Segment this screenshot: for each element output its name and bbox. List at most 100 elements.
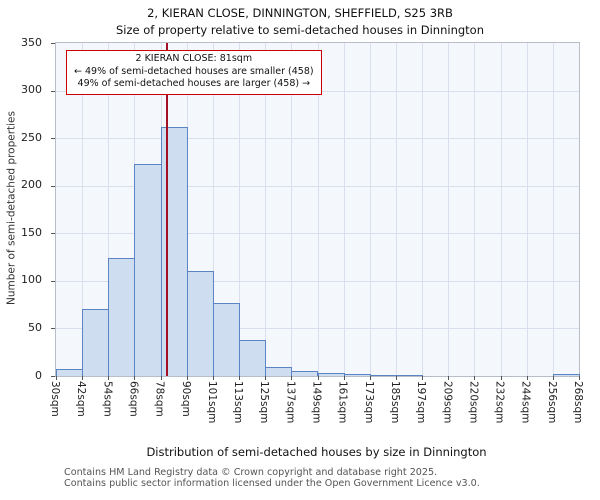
x-tick-mark — [291, 376, 293, 380]
property-size-marker-line — [166, 43, 168, 376]
x-tick-label: 137sqm — [284, 381, 297, 424]
chart-title: 2, KIERAN CLOSE, DINNINGTON, SHEFFIELD, … — [147, 6, 453, 20]
x-tick-mark — [343, 376, 345, 380]
histogram-bar — [343, 374, 371, 376]
gridline-vertical — [369, 43, 371, 376]
y-tick-label: 200 — [21, 178, 42, 192]
x-tick-mark — [422, 376, 424, 380]
histogram-bar — [239, 339, 267, 376]
histogram-bar — [82, 309, 110, 376]
x-tick-mark — [474, 376, 476, 380]
y-tick-label: 250 — [21, 130, 42, 144]
y-tick-mark — [51, 376, 55, 377]
x-tick-mark — [448, 376, 450, 380]
y-axis-tick-labels: 0 50 100 150 200 250 300 350 — [0, 36, 50, 382]
gridline-vertical — [448, 43, 450, 376]
y-tick-label: 100 — [21, 273, 42, 287]
y-tick-mark — [51, 233, 55, 235]
histogram-bar — [291, 371, 319, 376]
y-tick-mark — [51, 43, 55, 44]
x-tick-label: 209sqm — [441, 381, 454, 424]
gridline-vertical — [212, 43, 214, 376]
y-tick-mark — [51, 138, 55, 140]
annotation-smaller-text: ← 49% of semi-detached houses are smalle… — [74, 65, 314, 77]
histogram-bar — [186, 271, 214, 376]
chart-subtitle: Size of property relative to semi-detach… — [115, 23, 485, 37]
gridline-vertical — [474, 43, 476, 376]
x-tick-label: 30sqm — [49, 381, 61, 417]
y-tick-label: 300 — [21, 83, 42, 97]
x-tick-mark — [317, 376, 319, 380]
x-tick-label: 220sqm — [467, 381, 480, 424]
y-tick-mark — [51, 328, 55, 330]
annotation-box: 2 KIERAN CLOSE: 81sqm ← 49% of semi-deta… — [66, 50, 322, 95]
gridline-vertical — [395, 43, 397, 376]
gridline-vertical — [291, 43, 293, 376]
x-tick-label: 113sqm — [232, 381, 245, 424]
histogram-bar — [212, 302, 241, 376]
annotation-larger-text: 49% of semi-detached houses are larger (… — [77, 78, 311, 90]
histogram-bar — [56, 369, 84, 376]
x-tick-mark — [369, 376, 371, 380]
gridline-vertical — [343, 43, 345, 376]
histogram-bar — [395, 375, 424, 376]
x-tick-mark — [239, 376, 241, 380]
gridline-vertical — [317, 43, 319, 376]
y-tick-label: 350 — [21, 35, 42, 49]
x-tick-label: 90sqm — [179, 381, 192, 417]
histogram-bar — [317, 373, 345, 376]
footer-attribution-line2: Contains public sector information licen… — [64, 478, 480, 489]
x-tick-label: 149sqm — [310, 381, 323, 424]
gridline-vertical — [108, 43, 110, 376]
y-tick-mark — [51, 280, 55, 282]
gridline-vertical — [526, 43, 528, 376]
annotation-title: 2 KIERAN CLOSE: 81sqm — [135, 53, 253, 64]
x-tick-mark — [160, 376, 162, 380]
gridline-vertical — [82, 43, 84, 376]
x-tick-mark — [500, 376, 502, 380]
x-tick-label: 125sqm — [258, 381, 271, 424]
x-tick-mark — [526, 376, 528, 380]
x-tick-mark — [395, 376, 397, 380]
x-tick-mark — [579, 376, 580, 380]
gridline-vertical — [265, 43, 267, 376]
x-tick-label: 54sqm — [101, 381, 114, 417]
x-tick-label: 185sqm — [388, 381, 401, 424]
histogram-bar — [552, 374, 580, 376]
x-tick-mark — [552, 376, 554, 380]
histogram-bar — [108, 258, 136, 376]
x-tick-label: 66sqm — [127, 381, 140, 417]
x-tick-label: 232sqm — [493, 381, 506, 424]
x-tick-label: 161sqm — [336, 381, 349, 424]
x-tick-mark — [56, 376, 57, 380]
x-tick-label: 78sqm — [153, 381, 166, 417]
x-tick-mark — [82, 376, 84, 380]
y-tick-mark — [51, 90, 55, 92]
x-tick-label: 197sqm — [415, 381, 428, 424]
x-tick-label: 256sqm — [545, 381, 558, 424]
x-axis-tick-labels: 30sqm 42sqm 54sqm 66sqm 78sqm 90sqm 101sqm 113s… — [49, 381, 584, 441]
gridline-vertical — [552, 43, 554, 376]
x-tick-label: 268sqm — [572, 381, 584, 424]
x-tick-label: 244sqm — [519, 381, 532, 424]
y-tick-mark — [51, 185, 55, 187]
plot-area — [55, 42, 580, 377]
gridline-vertical — [422, 43, 424, 376]
x-tick-mark — [212, 376, 214, 380]
x-tick-mark — [134, 376, 136, 380]
x-axis-label: Distribution of semi-detached houses by … — [146, 445, 487, 459]
x-tick-mark — [108, 376, 110, 380]
y-tick-label: 0 — [35, 368, 42, 382]
x-tick-label: 42sqm — [75, 381, 88, 417]
x-tick-mark — [186, 376, 188, 380]
x-tick-mark — [265, 376, 267, 380]
histogram-bar — [160, 126, 188, 376]
y-tick-label: 50 — [28, 320, 42, 334]
gridline-vertical — [500, 43, 502, 376]
footer-attribution-line1: Contains HM Land Registry data © Crown c… — [64, 467, 438, 478]
histogram-bar — [265, 367, 293, 376]
gridline-vertical — [239, 43, 241, 376]
x-tick-label: 173sqm — [362, 381, 375, 424]
histogram-bar — [369, 375, 397, 376]
